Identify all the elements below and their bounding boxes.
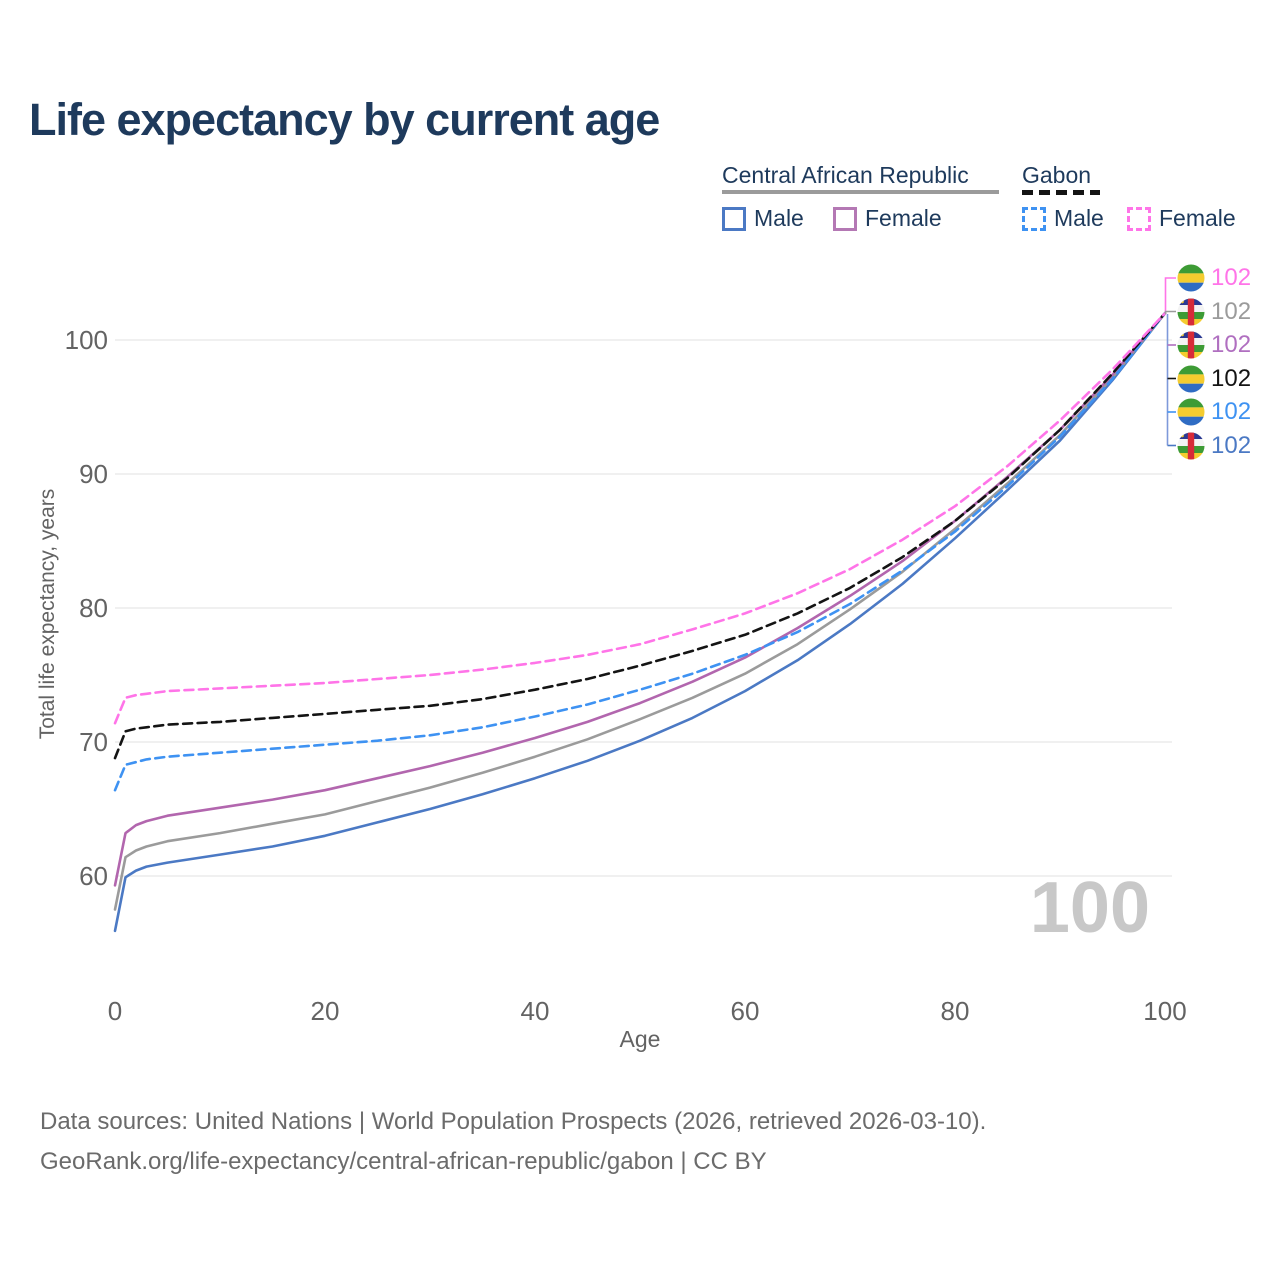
- gabon-flag-icon: [1177, 398, 1205, 426]
- x-tick-label-80: 80: [940, 996, 970, 1026]
- gabon-male-swatch-icon: [1022, 206, 1046, 231]
- x-tick-label-0: 0: [107, 996, 123, 1026]
- x-tick-label-40: 40: [520, 996, 550, 1026]
- series-line-car-male: [113, 311, 1167, 933]
- x-axis-title: Age: [619, 1026, 661, 1052]
- y-tick-label-90: 90: [79, 459, 108, 489]
- end-label-1: 102: [1177, 296, 1251, 328]
- end-label-value: 102: [1211, 431, 1252, 459]
- series-line-car-total: [113, 311, 1167, 911]
- y-tick-label-80: 80: [79, 593, 108, 623]
- leader-line-0: [1164, 277, 1176, 313]
- legend-item-label: Female: [865, 205, 942, 231]
- end-label-3: 102: [1177, 363, 1251, 395]
- legend-item-label: Male: [754, 205, 804, 231]
- end-label-5: 102: [1177, 430, 1251, 462]
- legend-group-car-label: Central African Republic: [722, 162, 969, 188]
- car-flag-icon: [1177, 331, 1205, 359]
- series-line-gabon-total: [113, 311, 1167, 760]
- end-label-2: 102: [1177, 329, 1251, 361]
- legend-item-gabon-male[interactable]: Male: [1022, 205, 1104, 232]
- car-flag-icon: [1177, 298, 1205, 326]
- age-watermark: 100: [1029, 868, 1150, 948]
- gabon-flag-icon: [1177, 264, 1205, 292]
- series-line-gabon-female: [113, 311, 1167, 725]
- y-tick-label-70: 70: [79, 727, 108, 757]
- car-female-swatch-icon: [833, 206, 857, 231]
- end-label-value: 102: [1211, 398, 1252, 425]
- data-sources-text: Data sources: United Nations | World Pop…: [40, 1108, 987, 1135]
- legend-car-line-sample: [722, 190, 999, 194]
- end-label-value: 102: [1211, 364, 1252, 392]
- legend-item-gabon-female[interactable]: Female: [1127, 205, 1236, 232]
- end-label-value: 102: [1211, 264, 1252, 291]
- end-label-4: 102: [1177, 396, 1251, 428]
- car-male-swatch-icon: [722, 206, 746, 231]
- legend-gabon-line-sample: [1022, 190, 1100, 195]
- page-title: Life expectancy by current age: [29, 94, 660, 145]
- y-tick-label-100: 100: [64, 325, 108, 355]
- end-label-value: 102: [1211, 297, 1252, 325]
- legend-item-label: Female: [1159, 205, 1236, 231]
- series-line-car-female: [113, 311, 1167, 887]
- x-tick-label-100: 100: [1143, 996, 1187, 1026]
- end-label-0: 102: [1177, 262, 1251, 294]
- gabon-flag-icon: [1177, 365, 1205, 393]
- legend-group-gabon-label: Gabon: [1022, 162, 1092, 188]
- x-tick-label-60: 60: [730, 996, 760, 1026]
- attribution-link-text: GeoRank.org/life-expectancy/central-afri…: [40, 1148, 767, 1175]
- series-line-gabon-male: [113, 311, 1167, 792]
- x-tick-label-20: 20: [310, 996, 340, 1026]
- legend-item-car-female[interactable]: Female: [833, 205, 942, 232]
- leader-line-1: [1164, 310, 1176, 314]
- legend-item-car-male[interactable]: Male: [722, 205, 804, 232]
- legend-item-label: Male: [1054, 205, 1104, 231]
- y-tick-label-60: 60: [79, 861, 108, 891]
- end-label-value: 102: [1211, 331, 1252, 358]
- car-flag-icon: [1177, 432, 1205, 460]
- gabon-female-swatch-icon: [1127, 206, 1151, 231]
